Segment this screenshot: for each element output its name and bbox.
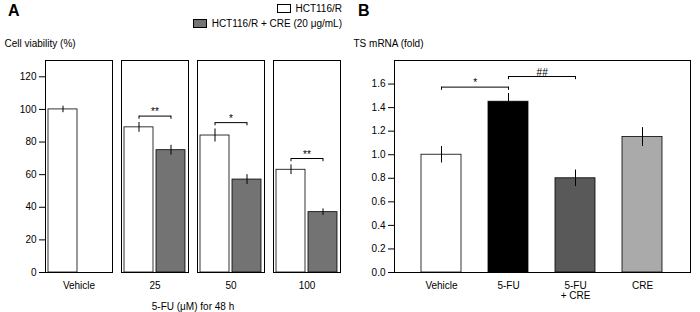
svg-text:0.8: 0.8 <box>372 172 386 183</box>
svg-text:5-FU (μM) for 48 h: 5-FU (μM) for 48 h <box>152 301 234 312</box>
svg-text:Vehicle: Vehicle <box>63 280 96 291</box>
html-text:HCT116/R + CRE (20 μg/mL): HCT116/R + CRE (20 μg/mL) <box>211 18 342 29</box>
svg-text:CRE: CRE <box>632 280 653 291</box>
svg-text:60: 60 <box>25 169 37 180</box>
svg-text:1.2: 1.2 <box>372 125 386 136</box>
svg-text:40: 40 <box>25 201 37 212</box>
html-text:B: B <box>358 2 370 19</box>
svg-text:50: 50 <box>225 280 237 291</box>
svg-text:20: 20 <box>25 234 37 245</box>
svg-text:*: * <box>229 113 233 124</box>
svg-text:Vehicle: Vehicle <box>425 280 458 291</box>
svg-text:0.6: 0.6 <box>372 196 386 207</box>
svg-text:1.6: 1.6 <box>372 78 386 89</box>
svg-text:0.2: 0.2 <box>372 243 386 254</box>
svg-text:5-FU+ CRE: 5-FU+ CRE <box>561 280 591 301</box>
svg-text:5-FU: 5-FU <box>497 280 519 291</box>
svg-text:80: 80 <box>25 136 37 147</box>
svg-text:##: ## <box>537 67 549 78</box>
svg-text:Cell viability (%): Cell viability (%) <box>5 38 76 49</box>
svg-text:100: 100 <box>20 104 37 115</box>
svg-text:100: 100 <box>299 280 316 291</box>
svg-text:0.0: 0.0 <box>372 267 386 278</box>
html-text:A: A <box>8 2 20 19</box>
svg-text:0.4: 0.4 <box>372 220 386 231</box>
svg-text:**: ** <box>151 106 159 117</box>
svg-text:**: ** <box>303 149 311 160</box>
svg-text:1.4: 1.4 <box>372 102 386 113</box>
svg-text:1.0: 1.0 <box>372 149 386 160</box>
svg-text:0: 0 <box>31 267 37 278</box>
html-text:HCT116/R: HCT116/R <box>295 3 342 14</box>
svg-text:TS mRNA (fold): TS mRNA (fold) <box>354 38 424 49</box>
svg-text:25: 25 <box>149 280 161 291</box>
svg-text:*: * <box>473 77 477 88</box>
svg-text:120: 120 <box>20 71 37 82</box>
